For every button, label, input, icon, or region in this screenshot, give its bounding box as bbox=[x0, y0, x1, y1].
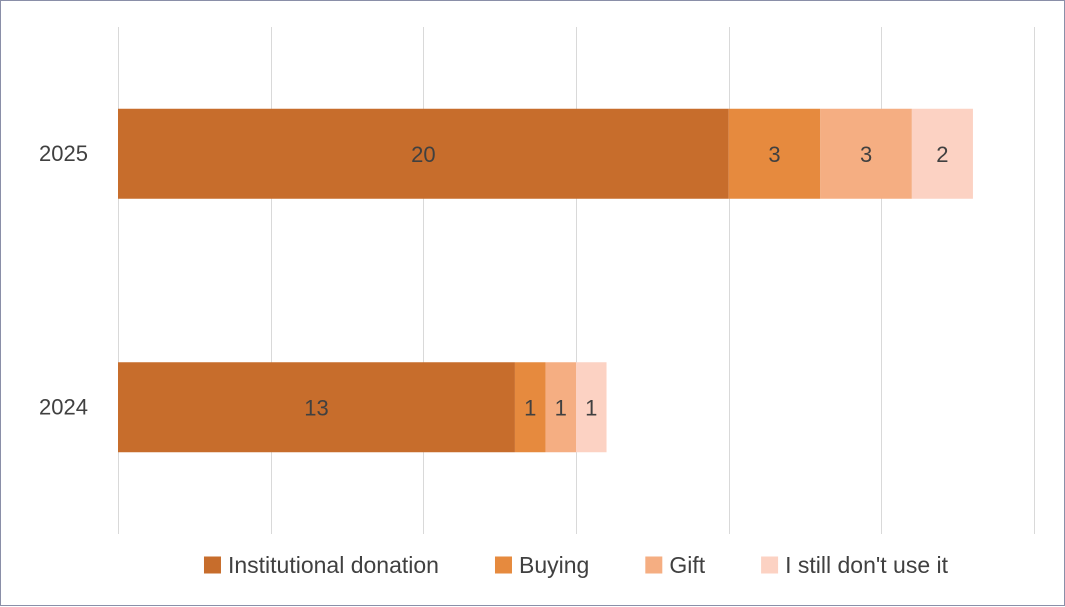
legend-label-0: Institutional donation bbox=[228, 552, 439, 578]
legend-label-3: I still don't use it bbox=[785, 552, 949, 578]
y-tick-label-2024: 2024 bbox=[39, 394, 88, 419]
legend-item-2: Gift bbox=[645, 552, 706, 578]
bar-2025-series-1 bbox=[728, 108, 821, 199]
legend-label-1: Buying bbox=[519, 552, 589, 578]
bar-2024-series-1 bbox=[514, 362, 546, 453]
data-label-2024-series-1: 1 bbox=[524, 395, 536, 420]
legend: Institutional donation Buying Gift I still … bbox=[203, 552, 949, 578]
data-label-2024-series-0: 13 bbox=[304, 395, 328, 420]
data-label-2025-series-0: 20 bbox=[411, 142, 435, 167]
legend-swatch-1 bbox=[494, 556, 512, 574]
bar-2025-series-3 bbox=[911, 108, 973, 199]
data-label-2025-series-2: 3 bbox=[860, 142, 872, 167]
bar-2025-series-0 bbox=[118, 108, 729, 199]
data-label-2025-series-1: 3 bbox=[768, 142, 780, 167]
legend-item-0: Institutional donation bbox=[203, 552, 439, 578]
data-label-2024-series-3: 1 bbox=[585, 395, 597, 420]
gridlines bbox=[118, 27, 1035, 534]
y-tick-label-2025: 2025 bbox=[39, 141, 88, 166]
bar-2025-series-2 bbox=[820, 108, 912, 199]
legend-swatch-3 bbox=[761, 556, 779, 574]
legend-label-2: Gift bbox=[669, 552, 705, 578]
data-label-2025-series-3: 2 bbox=[936, 142, 948, 167]
bar-2024-series-0 bbox=[118, 362, 515, 453]
legend-item-1: Buying bbox=[494, 552, 589, 578]
data-labels: 20 3 3 213 1 1 1 bbox=[304, 142, 948, 421]
data-label-2024-series-2: 1 bbox=[555, 395, 567, 420]
bar-2024-series-3 bbox=[576, 362, 607, 453]
bar-2024-series-2 bbox=[545, 362, 576, 453]
y-axis-tick-labels: 2025 2024 bbox=[39, 141, 88, 420]
legend-swatch-2 bbox=[645, 556, 663, 574]
legend-item-3: I still don't use it bbox=[761, 552, 949, 578]
bars bbox=[118, 108, 973, 453]
legend-swatch-0 bbox=[203, 556, 221, 574]
